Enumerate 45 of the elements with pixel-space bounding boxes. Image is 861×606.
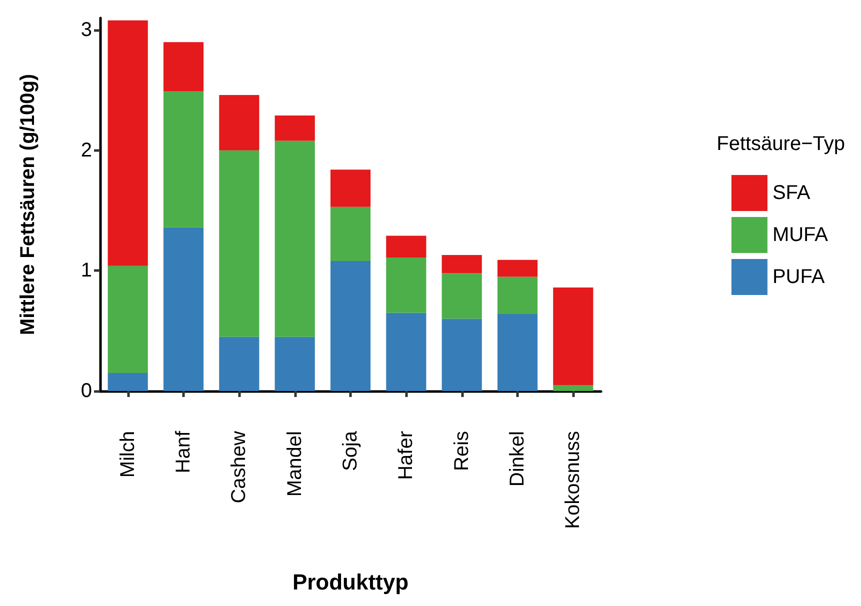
bar <box>219 150 260 337</box>
bar <box>330 170 371 207</box>
bar <box>219 95 260 150</box>
bar <box>219 336 260 391</box>
bar <box>442 318 482 391</box>
bar <box>442 255 482 274</box>
bar <box>330 261 371 391</box>
x-tick-label: Dinkel <box>506 431 528 487</box>
legend-label: PUFA <box>772 266 826 288</box>
x-tick-label: Soja <box>340 430 362 472</box>
y-tick-label: 1 <box>80 260 92 282</box>
y-axis-title: Mittlere Fettsäuren (g/100g) <box>17 74 39 336</box>
bar <box>108 372 148 391</box>
bar <box>274 140 315 337</box>
x-tick-label: Milch <box>116 431 139 478</box>
bar <box>386 257 426 313</box>
y-tick-label: 0 <box>80 380 92 402</box>
legend-label: SFA <box>772 182 811 204</box>
x-tick-label: Hanf <box>172 430 194 474</box>
x-tick-label: Cashew <box>228 430 250 504</box>
bar <box>163 227 204 391</box>
bar <box>442 273 482 319</box>
x-tick-label: Kokosnuss <box>562 431 584 529</box>
bar <box>163 91 204 228</box>
bar <box>386 236 426 258</box>
bar <box>553 288 594 385</box>
bar <box>386 312 426 391</box>
bar <box>274 115 315 141</box>
bar <box>497 260 538 277</box>
bar <box>553 384 594 391</box>
bar <box>108 266 148 373</box>
bar <box>497 276 538 314</box>
x-tick-label: Mandel <box>284 431 306 497</box>
y-tick-label: 2 <box>80 139 92 162</box>
y-tick-label: 3 <box>80 19 92 42</box>
bar <box>163 42 204 92</box>
x-axis-title: Produkttyp <box>292 570 409 594</box>
bar <box>330 206 371 262</box>
bar <box>497 314 538 391</box>
x-tick-label: Hafer <box>395 430 418 480</box>
bar <box>108 20 148 266</box>
bar <box>274 336 315 391</box>
legend-label: MUFA <box>772 224 829 246</box>
x-tick-label: Reis <box>450 431 473 472</box>
legend-title: Fettsäure−Typ <box>716 133 846 155</box>
